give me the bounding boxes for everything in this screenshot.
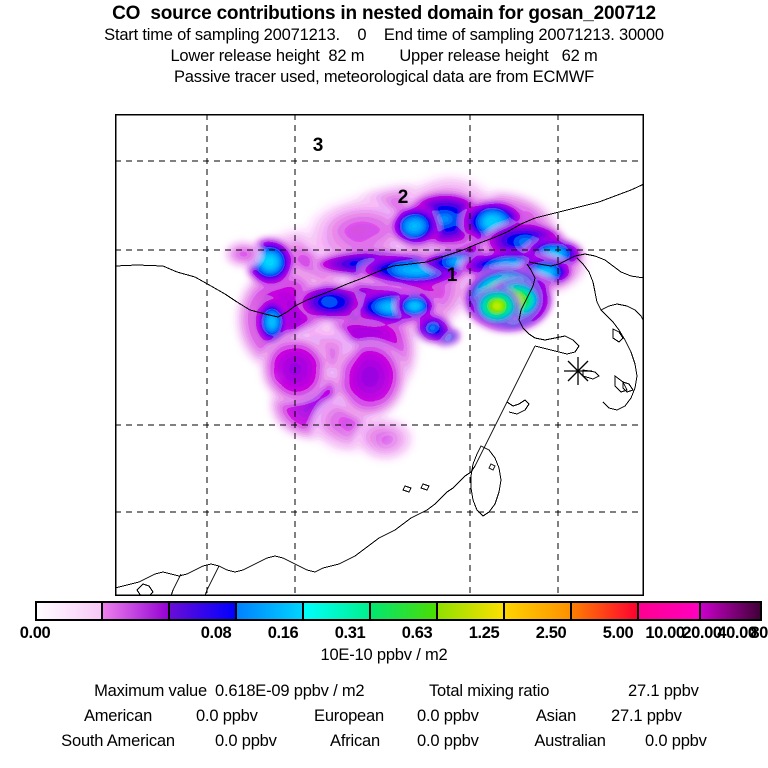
- south-american-value: 0.0 ppbv: [215, 732, 277, 750]
- map-svg: 3 2 1: [115, 114, 644, 596]
- cbar-tick-5: 1.25: [468, 624, 500, 642]
- australian-value: 0.0 ppbv: [645, 732, 707, 750]
- european-value: 0.0 ppbv: [417, 707, 479, 725]
- south-american-label: South American: [61, 732, 175, 750]
- stats-row-continents-2: South American 0.0 ppbv African 0.0 ppbv…: [0, 732, 768, 757]
- cbar-tick-0: 0.00: [19, 624, 51, 642]
- page-title: CO source contributions in nested domain…: [112, 3, 656, 24]
- figure-header: CO source contributions in nested domain…: [0, 0, 768, 88]
- plume-field: [221, 169, 592, 465]
- cbar-tick-6: 2.50: [535, 624, 567, 642]
- american-label: American: [83, 707, 153, 725]
- sampling-time-line: Start time of sampling 20071213. 0 End t…: [104, 26, 664, 44]
- cbar-tick-9: 20.00: [682, 624, 722, 642]
- european-label: European: [314, 707, 384, 725]
- day-label-2: 2: [398, 187, 409, 208]
- cbar-tick-3: 0.31: [334, 624, 366, 642]
- stats-row-continents-1: American 0.0 ppbv European 0.0 ppbv Asia…: [0, 707, 768, 732]
- cbar-tick-1: 0.08: [200, 624, 232, 642]
- african-label: African: [330, 732, 380, 750]
- australian-label: Australian: [534, 732, 606, 750]
- trajectory-day-labels: 3 2 1: [313, 135, 458, 286]
- african-value: 0.0 ppbv: [417, 732, 479, 750]
- statistics-footer: Maximum value 0.618E-09 ppbv / m2 Total …: [0, 682, 768, 757]
- colorbar-tick-labels: 0.00 0.08 0.16 0.31 0.63 1.25 2.50 5.00 …: [0, 624, 768, 644]
- colorbar-units-label: 10E-10 ppbv / m2: [320, 646, 448, 664]
- gosan-station-marker[interactable]: [564, 357, 592, 385]
- american-value: 0.0 ppbv: [196, 707, 258, 725]
- day-label-1: 1: [447, 265, 458, 286]
- cbar-tick-11: 80.00: [750, 624, 768, 642]
- max-value: 0.618E-09 ppbv / m2: [215, 682, 365, 700]
- coastlines: [115, 183, 644, 596]
- asian-value: 27.1 ppbv: [611, 707, 682, 725]
- map-panel: 3 2 1: [115, 114, 644, 596]
- cbar-tick-2: 0.16: [267, 624, 299, 642]
- colorbar-segments[interactable]: [35, 601, 762, 621]
- day-label-3: 3: [313, 135, 324, 156]
- tracer-meteorology-line: Passive tracer used, meteorological data…: [174, 68, 594, 86]
- total-mixing-ratio-label: Total mixing ratio: [429, 682, 550, 700]
- cbar-tick-8: 10.00: [645, 624, 685, 642]
- map-gridlines: [115, 114, 644, 596]
- map-frame: [115, 114, 644, 596]
- colorbar-panel: 0.00 0.08 0.16 0.31 0.63 1.25 2.50 5.00 …: [0, 598, 768, 665]
- cbar-tick-10: 40.00: [717, 624, 757, 642]
- cbar-tick-4: 0.63: [401, 624, 433, 642]
- stats-row-max: Maximum value 0.618E-09 ppbv / m2 Total …: [0, 682, 768, 707]
- colorbar-dividers: [35, 601, 762, 621]
- asian-label: Asian: [535, 707, 577, 725]
- total-mixing-ratio-value: 27.1 ppbv: [628, 682, 699, 700]
- release-height-line: Lower release height 82 m Upper release …: [170, 47, 598, 65]
- max-value-label: Maximum value: [94, 682, 207, 700]
- cbar-tick-7: 5.00: [602, 624, 634, 642]
- colorbar-svg: [35, 601, 762, 621]
